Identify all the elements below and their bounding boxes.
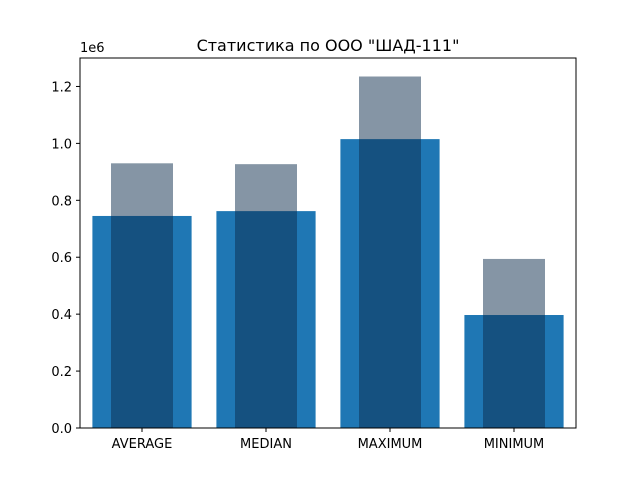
y-tick-label: 0.8 xyxy=(51,194,72,209)
plot-frame xyxy=(79,57,577,429)
bar-series2-median xyxy=(235,164,297,428)
chart-title: Статистика по ООО "ШАД-111" xyxy=(197,36,460,55)
y-tick-label: 1.2 xyxy=(51,80,72,95)
x-tick-label: MAXIMUM xyxy=(358,437,423,452)
y-tick-label: 0.0 xyxy=(51,422,72,437)
bar-series2-minimum xyxy=(483,258,545,428)
y-tick-label: 1.0 xyxy=(51,137,72,152)
bar-series2-maximum xyxy=(359,76,421,428)
y-tick-label: 0.2 xyxy=(51,365,72,380)
bars-layer xyxy=(92,76,564,428)
y-tick-label: 0.4 xyxy=(51,308,72,323)
y-tick-label: 0.6 xyxy=(51,251,72,266)
x-tick-label: MEDIAN xyxy=(240,437,292,452)
bar-series2-average xyxy=(111,163,173,428)
x-tick-label: MINIMUM xyxy=(484,437,545,452)
x-tick-label: AVERAGE xyxy=(112,437,173,452)
axes-layer: AVERAGE MEDIAN MAXIMUM MINIMUM 0.0 0.2 0.4 0.6 0… xyxy=(51,80,544,452)
y-axis-offset-label: 1e6 xyxy=(80,41,105,56)
